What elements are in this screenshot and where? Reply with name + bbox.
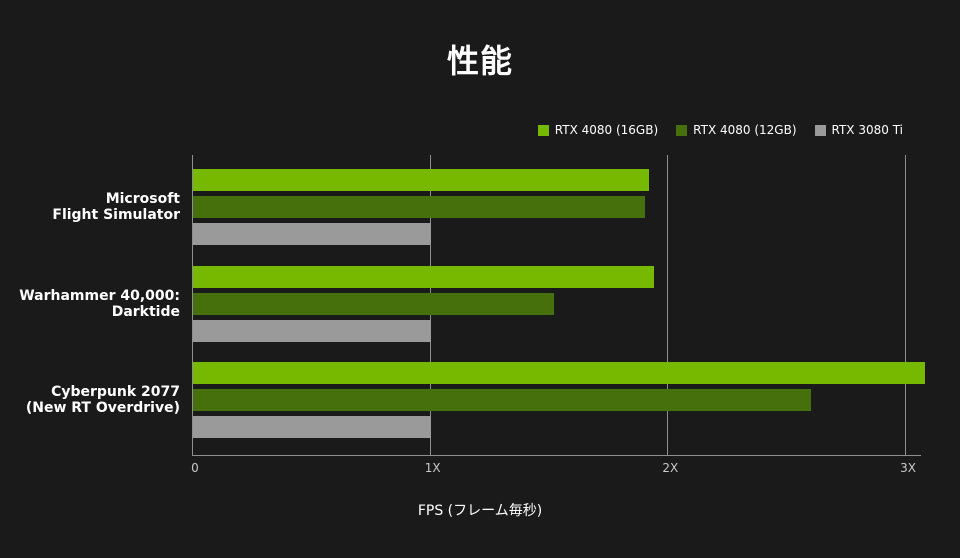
- bar-rtx-3080-ti: [193, 319, 431, 342]
- legend-swatch-icon: [676, 124, 688, 136]
- bar-rtx-4080-16gb-: [193, 362, 925, 385]
- legend-item-rtx-4080-12gb-: RTX 4080 (12GB): [676, 123, 797, 137]
- legend-label: RTX 3080 Ti: [831, 123, 903, 137]
- legend-label: RTX 4080 (12GB): [693, 123, 797, 137]
- x-tick-label: 2X: [662, 461, 679, 475]
- gridline-2x: [667, 155, 669, 455]
- gridline-3x: [905, 155, 906, 455]
- legend-swatch-icon: [814, 124, 826, 136]
- legend-label: RTX 4080 (16GB): [554, 123, 659, 137]
- gridline-0: [192, 155, 193, 455]
- legend-item-rtx-3080-ti: RTX 3080 Ti: [814, 123, 903, 137]
- bar-rtx-4080-12gb-: [193, 389, 811, 412]
- bar-rtx-3080-ti: [193, 416, 431, 439]
- x-tick-label: 3X: [900, 461, 916, 475]
- category-label: Warhammer 40,000: Darktide: [19, 287, 180, 320]
- legend: RTX 4080 (16GB) RTX 4080 (12GB) RTX 3080 T…: [537, 123, 903, 137]
- bar-rtx-3080-ti: [193, 223, 431, 245]
- bar-rtx-4080-12gb-: [193, 196, 645, 218]
- x-axis-line: [192, 455, 921, 456]
- legend-item-rtx-4080-16gb-: RTX 4080 (16GB): [537, 123, 659, 137]
- legend-swatch-icon: [537, 124, 549, 136]
- x-tick-label: 1X: [424, 461, 441, 475]
- bar-rtx-4080-16gb-: [193, 169, 650, 191]
- bar-rtx-4080-16gb-: [193, 265, 655, 288]
- x-axis-label: FPS (フレーム毎秒): [417, 503, 543, 519]
- chart-title: 性能: [446, 42, 513, 80]
- category-label: Microsoft Flight Simulator: [52, 191, 180, 223]
- category-label: Cyberpunk 2077 (New RT Overdrive): [25, 384, 180, 417]
- x-tick-label: 0: [191, 461, 199, 475]
- bar-rtx-4080-12gb-: [193, 292, 555, 315]
